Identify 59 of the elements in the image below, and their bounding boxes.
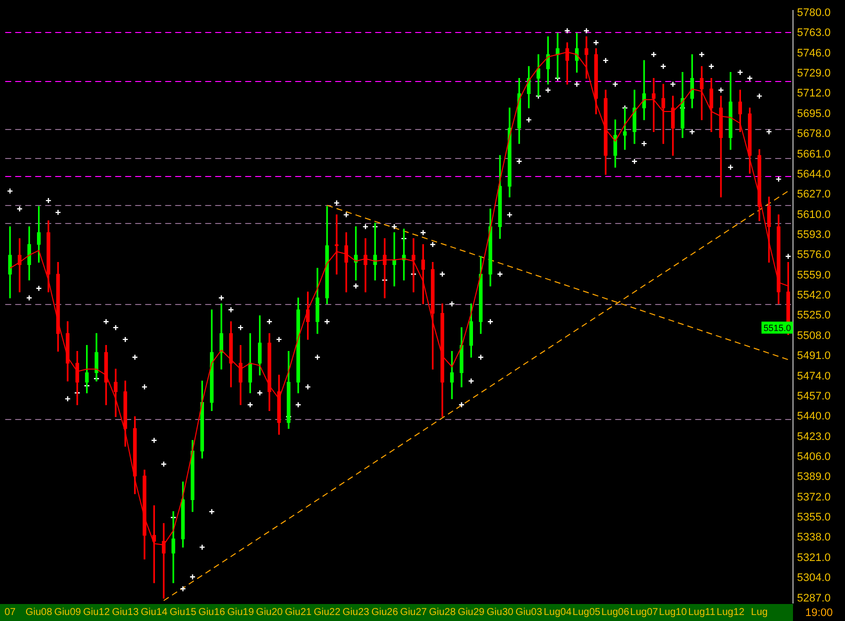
y-tick-label: 5712.0 [797, 88, 831, 100]
x-tick-label: Lug12 [716, 606, 745, 618]
x-tick-label: Giu14 [140, 606, 168, 618]
y-tick-label: 5729.0 [797, 68, 831, 80]
y-tick-label: 5593.0 [797, 229, 831, 242]
x-tick-label: Lug10 [659, 606, 688, 618]
y-tick-label: 5576.0 [797, 249, 831, 262]
y-tick-label: 5559.0 [797, 269, 831, 282]
x-tick-label: Lug07 [630, 606, 658, 618]
x-tick-label: Lug05 [572, 606, 601, 618]
x-tick-label: Giu03 [515, 606, 543, 618]
x-tick-label: 07 [4, 606, 16, 618]
x-tick-label: Lug [751, 606, 768, 618]
x-tick-label: Giu27 [400, 606, 428, 618]
x-tick-label: Lug11 [688, 606, 716, 618]
y-tick-label: 5474.0 [797, 370, 831, 382]
y-tick-label: 5491.0 [797, 350, 831, 362]
x-tick-label: Giu19 [227, 606, 254, 618]
y-tick-label: 5355.0 [797, 512, 831, 524]
x-tick-label: Giu30 [486, 606, 514, 618]
y-tick-label: 5304.0 [797, 572, 831, 584]
x-tick-label: Lug04 [544, 606, 572, 618]
x-tick-label: Giu22 [314, 606, 341, 618]
y-tick-label: 5763.0 [797, 27, 831, 40]
x-tick-label: Giu15 [170, 606, 197, 618]
x-tick-label: Giu23 [342, 606, 370, 618]
x-tick-label: Giu12 [83, 606, 110, 618]
text: 19:00 [805, 607, 833, 620]
y-tick-label: 5423.0 [797, 430, 831, 443]
x-tick-label: Giu21 [284, 606, 312, 618]
y-tick-label: 5627.0 [797, 188, 831, 201]
y-tick-label: 5406.0 [797, 451, 831, 464]
y-tick-label: 5508.0 [797, 330, 831, 342]
y-tick-label: 5661.0 [797, 148, 831, 160]
y-tick-label: 5525.0 [797, 310, 831, 322]
annotation: 5515.0 [763, 323, 791, 334]
x-tick-label: Lug06 [601, 606, 630, 618]
y-tick-label: 5678.0 [797, 128, 831, 140]
y-tick-label: 5372.0 [797, 491, 831, 504]
x-tick-label: Giu28 [428, 606, 456, 618]
y-tick-label: 5457.0 [797, 390, 831, 402]
x-tick-label: Giu20 [256, 606, 284, 618]
y-tick-label: 5338.0 [797, 532, 831, 544]
x-tick-label: Giu29 [458, 606, 485, 618]
y-tick-label: 5610.0 [797, 208, 831, 221]
y-tick-label: 5287.0 [797, 592, 831, 604]
y-tick-label: 5695.0 [797, 108, 831, 120]
y-tick-label: 5746.0 [797, 47, 831, 60]
x-tick-label: Giu09 [54, 606, 82, 618]
x-tick-label: Giu16 [198, 606, 226, 618]
x-tick-label: Giu13 [112, 606, 140, 618]
y-tick-label: 5644.0 [797, 168, 831, 180]
y-tick-label: 5780.0 [797, 7, 831, 20]
y-tick-label: 5542.0 [797, 290, 831, 302]
x-tick-label: Giu08 [25, 606, 53, 618]
y-tick-label: 5321.0 [797, 552, 831, 564]
x-tick-label: Giu26 [371, 606, 398, 618]
y-tick-label: 5440.0 [797, 410, 831, 423]
y-tick-label: 5389.0 [797, 471, 831, 484]
